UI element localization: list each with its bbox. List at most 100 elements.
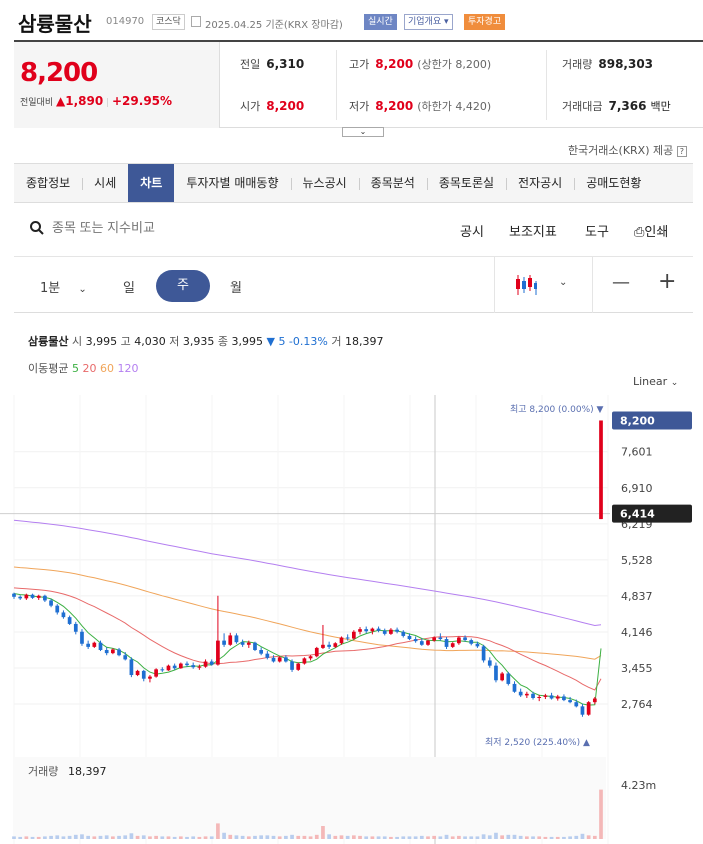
- period-minute-dropdown[interactable]: 1분 ⌄: [40, 281, 87, 296]
- zoom-in-button[interactable]: +: [658, 269, 677, 294]
- market-badge: 코스닥: [152, 14, 185, 30]
- volume-bar: [43, 836, 47, 839]
- candle-body: [308, 656, 313, 659]
- period-month[interactable]: 월: [230, 281, 242, 296]
- candle-body: [506, 673, 511, 684]
- zoom-out-button[interactable]: —: [612, 272, 630, 293]
- volume-panel: [14, 757, 606, 839]
- period-day[interactable]: 일: [123, 281, 135, 296]
- help-icon[interactable]: ?: [676, 146, 687, 157]
- candlestick-type-icon[interactable]: [514, 273, 538, 297]
- volume-bar: [98, 835, 103, 839]
- volume-bar: [407, 836, 412, 839]
- indicator-button[interactable]: 보조지표: [509, 225, 557, 240]
- volume-bar: [395, 836, 399, 839]
- tab-analysis[interactable]: 종목분석: [358, 164, 427, 202]
- volume-bar: [197, 836, 202, 839]
- realtime-badge[interactable]: 실시간: [364, 14, 397, 30]
- tab-quotes[interactable]: 시세: [82, 164, 128, 202]
- volume-bar: [481, 834, 486, 839]
- up-arrow-icon: ▲: [56, 94, 66, 108]
- volume-bar: [185, 836, 189, 839]
- expand-toggle-button[interactable]: ⌄: [342, 127, 384, 137]
- candle-body: [36, 595, 41, 598]
- ma5-line: [13, 593, 602, 706]
- candle-body: [500, 673, 504, 681]
- volume-bar: [487, 835, 492, 839]
- min-price-label: 최저 2,520 (225.40%) ▲: [485, 737, 590, 748]
- crosshair-price-tag: [612, 504, 692, 523]
- candle-body: [339, 637, 344, 644]
- volume-bar: [246, 836, 251, 839]
- volume-bar: [302, 835, 307, 839]
- volume-bar: [314, 834, 319, 839]
- candle-body: [487, 660, 492, 666]
- tab-chart[interactable]: 차트: [128, 164, 175, 202]
- warning-badge: 투자경고: [464, 14, 506, 30]
- candle-body: [314, 647, 319, 657]
- volume-axis-label: 4.23m: [621, 779, 656, 792]
- low-price: 저가 8,200 (하한가 4,420): [349, 99, 492, 113]
- tab-disclosure[interactable]: 전자공시: [506, 164, 574, 202]
- candle-body: [111, 649, 115, 654]
- volume-bar: [382, 836, 387, 839]
- moving-average-legend: 이동평균 5 20 60 120: [28, 362, 139, 375]
- candle-body: [463, 637, 467, 641]
- volume-bar: [277, 836, 282, 839]
- volume-bar: [36, 836, 41, 839]
- tab-overview[interactable]: 종합정보: [26, 176, 71, 190]
- candle-body: [166, 665, 171, 671]
- candle-body: [358, 629, 362, 632]
- quote-panel: 8,200 전일대비 ▲1,890 | +29.95% 전일 6,310 고가 8,…: [14, 42, 703, 128]
- draw-tool-button[interactable]: 도구: [585, 225, 609, 240]
- notice-button[interactable]: 공시: [460, 225, 484, 240]
- y-tick-label: 7,601: [621, 446, 653, 459]
- candle-body: [376, 628, 381, 631]
- volume-bar: [166, 836, 171, 839]
- chevron-down-icon[interactable]: ⌄: [559, 277, 568, 288]
- volume-bar: [506, 834, 511, 839]
- candle-body: [537, 696, 542, 699]
- candle-body: [265, 653, 270, 658]
- print-button[interactable]: ⎙인쇄: [634, 225, 669, 240]
- volume-bar: [457, 835, 461, 839]
- candle-body: [246, 642, 251, 645]
- corp-info-dropdown[interactable]: 기업개요 ▾: [404, 14, 453, 30]
- volume-bar: [271, 835, 276, 839]
- volume-bar: [265, 835, 270, 839]
- candle-body: [438, 637, 443, 640]
- search-input[interactable]: [52, 220, 252, 235]
- volume-bar: [321, 826, 325, 839]
- price-chart[interactable]: 7,6016,9106,2195,5284,8374,1463,4552,764…: [0, 395, 703, 844]
- volume-bar: [370, 836, 375, 839]
- calendar-icon: [191, 16, 201, 27]
- period-week[interactable]: 주: [156, 270, 210, 302]
- tab-news[interactable]: 뉴스공시: [290, 164, 359, 202]
- y-tick-label: 6,910: [621, 482, 653, 495]
- stock-code: 014970: [106, 16, 145, 27]
- candle-body: [419, 641, 424, 645]
- candle-body: [277, 657, 282, 662]
- candle-body: [240, 642, 245, 645]
- volume-bar: [568, 836, 572, 839]
- volume: 거래량 898,303: [562, 57, 654, 71]
- tab-investor[interactable]: 투자자별 매매동향: [186, 176, 279, 190]
- scale-dropdown[interactable]: Linear ⌄: [633, 375, 679, 388]
- volume-bar: [111, 836, 115, 839]
- candle-body: [284, 657, 288, 662]
- volume-bar: [364, 836, 369, 839]
- volume-bar: [413, 836, 418, 839]
- candle-body: [531, 693, 535, 699]
- tab-discussion[interactable]: 종목토론실: [426, 164, 506, 202]
- candle-body: [98, 642, 103, 651]
- candle-body: [209, 661, 214, 665]
- volume-bar: [580, 833, 585, 839]
- candle-body: [562, 696, 566, 701]
- tab-short-selling[interactable]: 공매도현황: [574, 164, 653, 202]
- candle-body: [271, 657, 276, 662]
- candle-body: [450, 643, 455, 647]
- volume-bar: [172, 836, 177, 839]
- candle-body: [123, 655, 128, 660]
- candle-body: [475, 643, 480, 647]
- volume-bar: [475, 836, 480, 839]
